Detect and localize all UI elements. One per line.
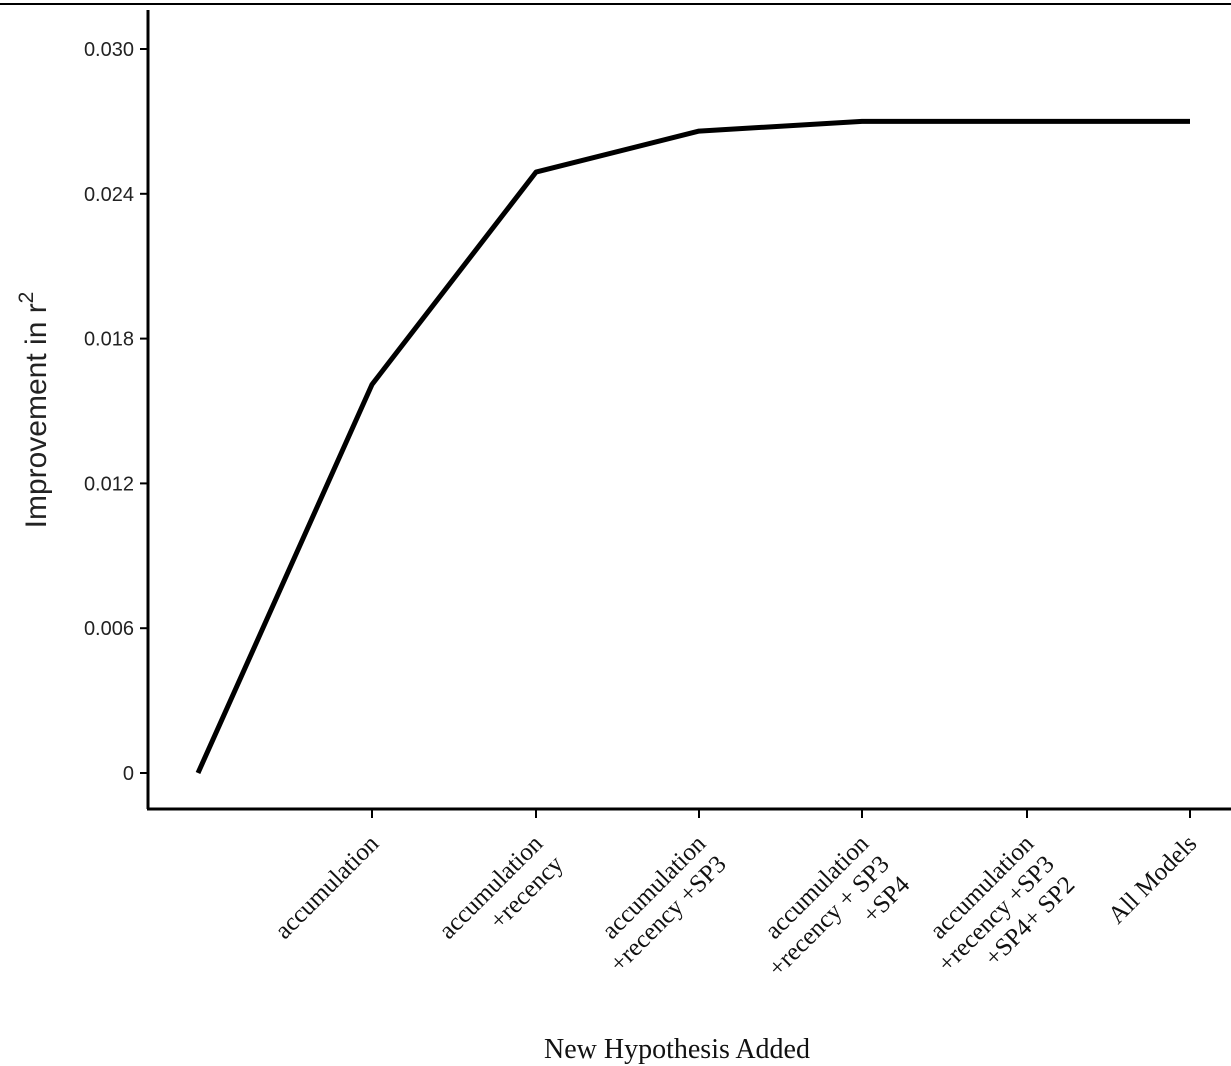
x-tick-label-line: accumulation [270,830,385,945]
x-tick-label-line: All Models [1103,830,1202,929]
x-tick-label: accumulation [270,830,385,945]
x-tick-label: accumulation+recency + SP3+SP4 [743,830,916,1003]
x-tick-label: accumulation+recency +SP3+SP4+ SP2 [912,830,1080,998]
y-tick-label: 0.006 [84,618,134,640]
y-axis-label: Improvement in r2 [15,292,53,529]
y-tick-label: 0.024 [84,184,134,206]
series-line [195,118,1190,775]
y-tick-label: 0.018 [84,329,134,351]
y-tick-label: 0.012 [84,473,134,495]
x-tick-label: accumulation+recency +SP3 [584,830,732,978]
y-axis-label-text: Improvement in r [20,303,53,528]
x-tick-label: accumulation+recency [434,830,569,965]
y-axis-ticks: 0 0.006 0.012 0.018 0.024 0.030 [84,39,148,785]
y-axis-label-superscript: 2 [15,292,38,304]
y-tick-label: 0.030 [84,39,134,61]
series-group [195,118,1190,775]
x-tick-label: All Models [1103,830,1202,929]
y-tick-label: 0 [123,763,134,785]
x-axis-label: New Hypothesis Added [544,1034,810,1065]
x-axis-ticks: accumulation accumulation+recency accumula… [270,809,1202,1003]
